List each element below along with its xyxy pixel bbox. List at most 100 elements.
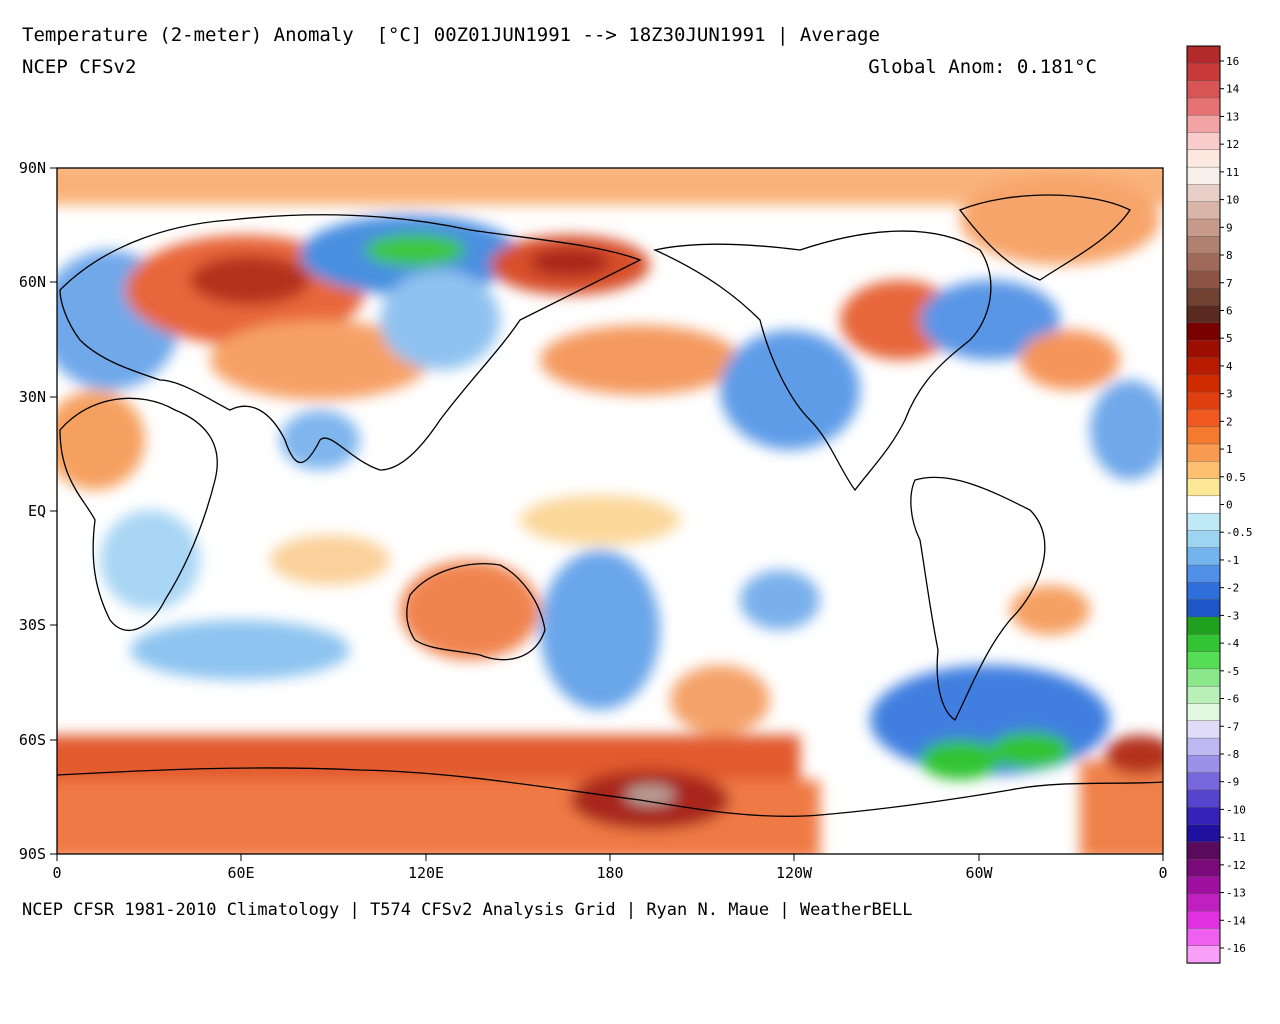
colorbar-swatch [1186, 322, 1221, 341]
colorbar-swatch [1186, 339, 1221, 359]
colorbar-label: 12 [1226, 138, 1239, 151]
colorbar-label: -9 [1226, 776, 1239, 789]
anomaly-field [57, 168, 1163, 854]
colorbar-swatch [1186, 63, 1221, 82]
lon-tick-60e: 60E [227, 864, 254, 882]
lat-tick-eq: EQ [28, 502, 46, 520]
colorbar-label: -7 [1226, 720, 1239, 733]
colorbar-swatch [1186, 201, 1221, 220]
colorbar-swatch [1186, 599, 1221, 618]
colorbar-label: 2 [1226, 415, 1233, 428]
lat-tick-60s: 60S [19, 731, 46, 749]
colorbar-swatch [1186, 703, 1221, 722]
lon-tick-180: 180 [596, 864, 623, 882]
colorbar-swatch [1186, 876, 1221, 895]
colorbar-swatch [1186, 841, 1221, 860]
colorbar-label: -10 [1226, 803, 1246, 816]
colorbar-swatch [1186, 80, 1221, 99]
colorbar-label: 1 [1226, 443, 1233, 456]
colorbar-swatch [1186, 582, 1221, 601]
lat-tick-30n: 30N [19, 388, 46, 406]
colorbar-swatch [1186, 288, 1221, 307]
colorbar-label: 6 [1226, 304, 1233, 317]
colorbar-swatch [1186, 184, 1221, 203]
colorbar-label: 3 [1226, 388, 1233, 401]
colorbar-label: 5 [1226, 332, 1233, 345]
colorbar-swatch [1186, 409, 1221, 428]
lat-tick-90s: 90S [19, 845, 46, 863]
colorbar-swatch [1186, 945, 1221, 964]
colorbar-swatch [1186, 737, 1221, 757]
colorbar-label: 0.5 [1226, 471, 1246, 484]
colorbar-swatch [1186, 564, 1221, 584]
colorbar-label: -5 [1226, 665, 1239, 678]
colorbar-swatch [1186, 910, 1221, 930]
colorbar-swatch [1186, 858, 1221, 878]
colorbar-swatch [1186, 668, 1221, 687]
colorbar-label: 16 [1226, 55, 1239, 68]
colorbar-swatch [1186, 443, 1221, 462]
colorbar-swatch [1186, 166, 1221, 186]
colorbar-swatch [1186, 651, 1221, 670]
colorbar-label: -0.5 [1226, 526, 1253, 539]
colorbar-swatch [1186, 132, 1221, 151]
colorbar-label: 14 [1226, 83, 1240, 96]
global-anomaly: Global Anom: 0.181°C [868, 56, 1097, 78]
colorbar-swatch [1186, 789, 1221, 808]
colorbar-swatch [1186, 928, 1221, 947]
colorbar-swatch [1186, 253, 1221, 272]
colorbar-label: 8 [1226, 249, 1233, 262]
colorbar-label: 9 [1226, 221, 1233, 234]
colorbar-label: 10 [1226, 194, 1239, 207]
lon-tick-120w: 120W [776, 864, 813, 882]
colorbar-swatch [1186, 270, 1221, 289]
colorbar-label: -4 [1226, 637, 1240, 650]
colorbar-label: -12 [1226, 859, 1246, 872]
colorbar-swatch [1186, 115, 1221, 134]
colorbar-label: 11 [1226, 166, 1239, 179]
colorbar-swatch [1186, 461, 1221, 480]
colorbar-label: -8 [1226, 748, 1239, 761]
colorbar-swatch [1186, 616, 1221, 635]
colorbar-swatch [1186, 824, 1221, 843]
colorbar-swatch [1186, 755, 1221, 774]
colorbar-label: -14 [1226, 914, 1246, 927]
colorbar-swatch [1186, 685, 1221, 705]
colorbar-swatch [1186, 512, 1221, 532]
colorbar-label: -16 [1226, 942, 1246, 955]
lon-tick-60w: 60W [965, 864, 993, 882]
colorbar-swatch [1186, 426, 1221, 445]
colorbar-label: 4 [1226, 360, 1233, 373]
colorbar-swatch [1186, 357, 1221, 376]
colorbar: 16 14 13 12 11 10 9 8 7 6 5 4 3 2 1 0.5 0 -0.5 -1 -2 -3 -4 -5 -… [1186, 45, 1253, 964]
colorbar-swatch [1186, 97, 1221, 116]
colorbar-label: -6 [1226, 693, 1239, 706]
colorbar-label: -1 [1226, 554, 1239, 567]
colorbar-label: 13 [1226, 110, 1239, 123]
colorbar-swatch [1186, 236, 1221, 255]
colorbar-swatch [1186, 547, 1221, 566]
lon-axis: 0 60E 120E 180 120W 60W 0 [52, 854, 1168, 882]
lat-tick-30s: 30S [19, 616, 46, 634]
colorbar-label: -13 [1226, 887, 1246, 900]
colorbar-swatch [1186, 218, 1221, 238]
colorbar-label: 0 [1226, 499, 1233, 512]
coastlines [57, 194, 1163, 817]
colorbar-swatch [1186, 495, 1221, 514]
colorbar-swatch [1186, 305, 1221, 324]
colorbar-swatch [1186, 634, 1221, 653]
colorbar-label: -3 [1226, 609, 1239, 622]
colorbar-label: 7 [1226, 277, 1233, 290]
colorbar-swatch [1186, 893, 1221, 912]
lat-tick-60n: 60N [19, 273, 46, 291]
model-name: NCEP CFSv2 [22, 56, 137, 78]
colorbar-swatch [1186, 772, 1221, 791]
colorbar-swatch [1186, 149, 1221, 168]
colorbar-swatch [1186, 807, 1221, 826]
colorbar-swatch [1186, 45, 1221, 65]
lat-axis: 90N 60N 30N EQ 30S 60S 90S [19, 159, 57, 863]
colorbar-swatch [1186, 478, 1221, 497]
colorbar-swatch [1186, 530, 1221, 549]
credits-footer: NCEP CFSR 1981-2010 Climatology | T574 C… [22, 900, 913, 920]
